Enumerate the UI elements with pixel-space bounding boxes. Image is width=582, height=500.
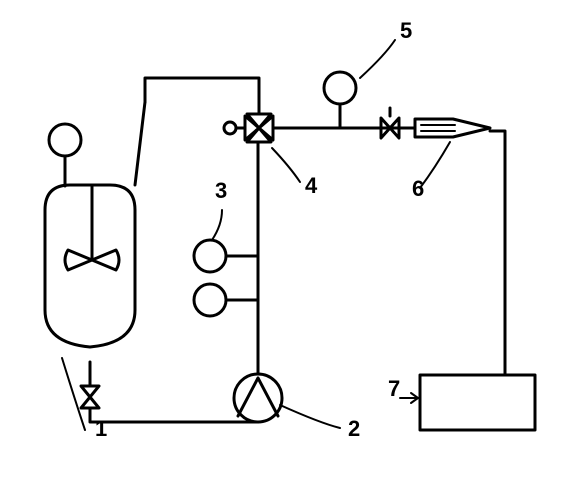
- spray-nozzle: [415, 119, 490, 137]
- pressure-gauge: [324, 72, 356, 104]
- sensor-lower: [194, 284, 226, 316]
- pipe: [145, 78, 259, 113]
- tank-gauge: [49, 124, 81, 156]
- label-1: 1: [95, 416, 107, 442]
- label-7: 7: [388, 376, 400, 402]
- pipe: [90, 408, 258, 422]
- label-5: 5: [400, 18, 412, 44]
- pipe: [490, 131, 505, 375]
- process-diagram: [0, 0, 582, 500]
- sensor-upper: [194, 240, 226, 272]
- label-3: 3: [215, 178, 227, 204]
- mixing-tank: [45, 185, 135, 347]
- label-4: 4: [305, 173, 317, 199]
- collection-box: [420, 375, 535, 430]
- label-2: 2: [348, 416, 360, 442]
- label-6: 6: [412, 176, 424, 202]
